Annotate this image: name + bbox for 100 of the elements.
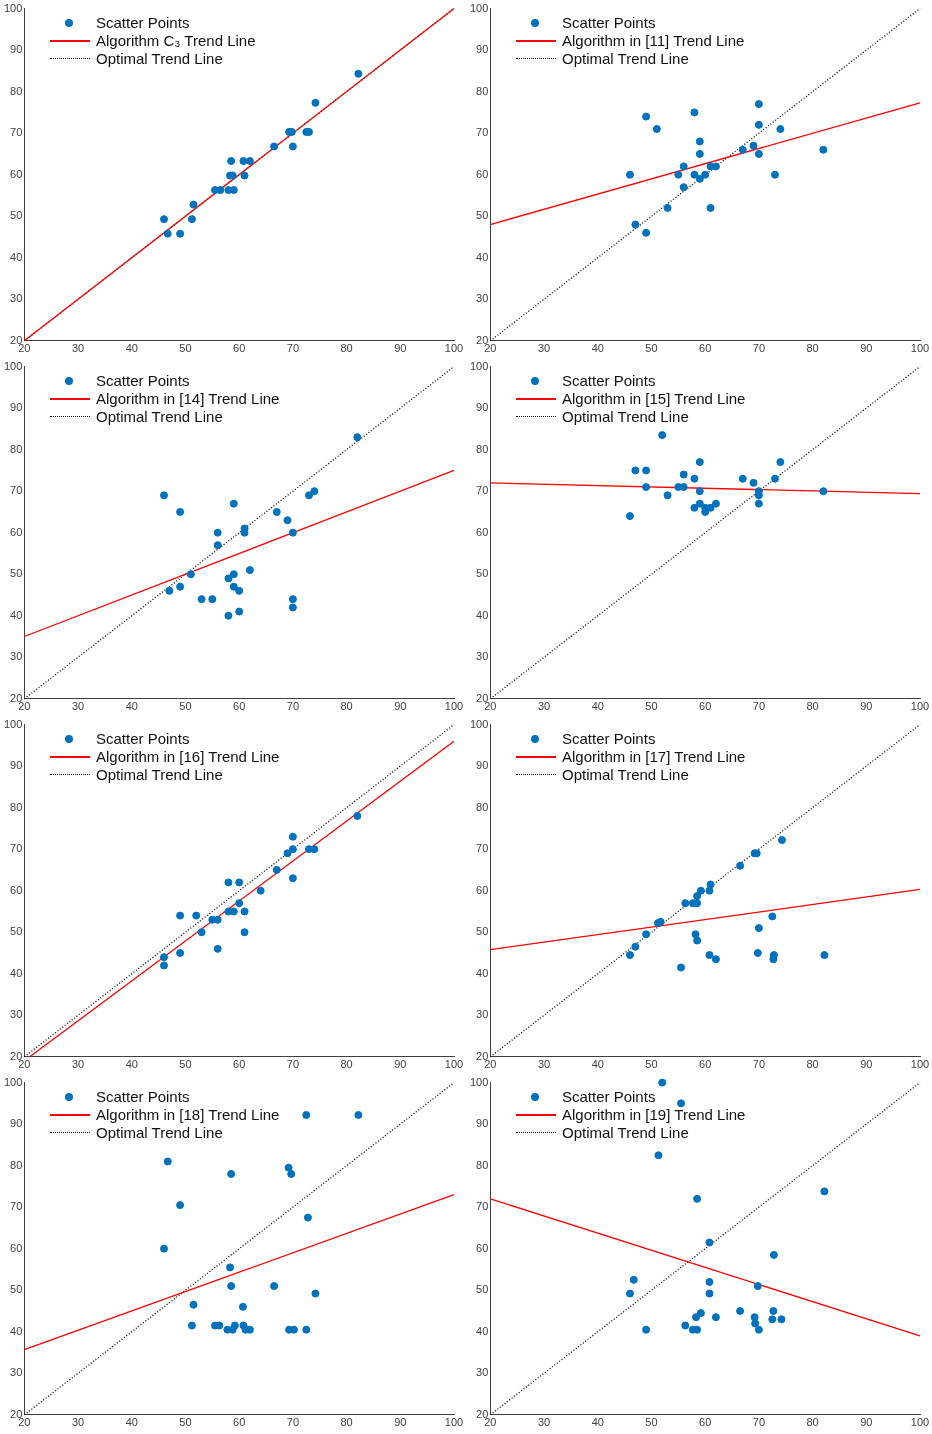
x-tick-label: 80 xyxy=(340,700,353,713)
y-tick-label: 60 xyxy=(10,883,23,896)
y-tick-label: 100 xyxy=(3,1075,23,1088)
x-tick-label: 60 xyxy=(233,342,246,355)
y-tick-label: 50 xyxy=(10,209,23,222)
y-tick-label: 60 xyxy=(476,883,489,896)
y-tick-label: 40 xyxy=(10,250,23,263)
y-tick-label: 90 xyxy=(476,1117,489,1130)
x-tick-label: 40 xyxy=(591,1416,604,1429)
y-tick-label: 90 xyxy=(476,401,489,414)
x-tick-label: 80 xyxy=(806,1058,819,1071)
legend-label: Algorithm in [17] Trend Line xyxy=(562,748,746,766)
y-tick-label: 40 xyxy=(10,966,23,979)
legend-label: Algorithm in [18] Trend Line xyxy=(96,1106,280,1124)
y-tick-label: 90 xyxy=(10,759,23,772)
x-tick-label: 40 xyxy=(125,342,138,355)
y-tick-label: 90 xyxy=(10,401,23,414)
legend-label: Optimal Trend Line xyxy=(562,766,689,784)
x-tick-label: 60 xyxy=(233,1058,246,1071)
y-tick-label: 30 xyxy=(10,1008,23,1021)
x-tick-label: 30 xyxy=(537,1058,551,1071)
legend-label: Algorithm in [11] Trend Line xyxy=(562,32,745,50)
x-tick-label: 90 xyxy=(860,1416,873,1429)
y-tick-label: 30 xyxy=(10,1366,23,1379)
y-tick-label: 70 xyxy=(476,842,489,855)
x-tick-label: 70 xyxy=(286,1416,300,1429)
x-tick-label: 70 xyxy=(286,342,300,355)
x-tick-label: 30 xyxy=(537,700,551,713)
legend-label: Algorithm C₃ Trend Line xyxy=(96,32,256,50)
y-tick-label: 80 xyxy=(10,800,23,813)
y-tick-label: 90 xyxy=(10,43,23,56)
x-tick-label: 80 xyxy=(340,1058,353,1071)
x-tick-label: 30 xyxy=(71,700,85,713)
x-tick-label: 30 xyxy=(71,1416,85,1429)
y-tick-label: 100 xyxy=(469,717,489,730)
y-tick-label: 50 xyxy=(10,567,23,580)
y-tick-label: 30 xyxy=(10,650,23,663)
legend-label: Optimal Trend Line xyxy=(96,50,223,68)
x-tick-label: 30 xyxy=(71,1058,85,1071)
x-tick-label: 60 xyxy=(699,1058,712,1071)
legend-label: Scatter Points xyxy=(562,730,656,748)
y-tick-label: 70 xyxy=(476,126,489,139)
y-tick-label: 80 xyxy=(10,442,23,455)
x-tick-label: 70 xyxy=(752,1416,766,1429)
x-tick-label: 60 xyxy=(699,1416,712,1429)
legend-label: Scatter Points xyxy=(562,1088,656,1106)
y-tick-label: 40 xyxy=(10,608,23,621)
y-tick-label: 80 xyxy=(476,1158,489,1171)
x-tick-label: 100 xyxy=(444,1416,464,1429)
x-tick-label: 30 xyxy=(537,1416,551,1429)
x-tick-label: 90 xyxy=(394,700,407,713)
x-tick-label: 100 xyxy=(444,700,464,713)
x-tick-label: 50 xyxy=(179,700,192,713)
x-tick-label: 40 xyxy=(591,700,604,713)
x-tick-label: 80 xyxy=(806,700,819,713)
x-tick-label: 60 xyxy=(699,342,712,355)
x-tick-label: 80 xyxy=(806,342,819,355)
y-tick-label: 50 xyxy=(476,209,489,222)
x-tick-label: 60 xyxy=(233,700,246,713)
y-tick-label: 80 xyxy=(476,84,489,97)
y-tick-label: 40 xyxy=(476,608,489,621)
x-tick-label: 40 xyxy=(125,1058,138,1071)
y-tick-label: 60 xyxy=(10,1241,23,1254)
x-tick-label: 80 xyxy=(806,1416,819,1429)
y-tick-label: 100 xyxy=(3,1,23,14)
legend-label: Optimal Trend Line xyxy=(562,408,689,426)
y-tick-label: 70 xyxy=(10,126,23,139)
y-tick-label: 40 xyxy=(476,250,489,263)
y-tick-label: 50 xyxy=(10,1283,23,1296)
x-tick-label: 90 xyxy=(860,700,873,713)
x-tick-label: 40 xyxy=(591,1058,604,1071)
x-tick-label: 90 xyxy=(394,1058,407,1071)
x-tick-label: 70 xyxy=(286,700,300,713)
legend-label: Optimal Trend Line xyxy=(96,408,223,426)
legend-label: Scatter Points xyxy=(562,14,656,32)
x-tick-label: 40 xyxy=(125,1416,138,1429)
y-tick-label: 100 xyxy=(469,359,489,372)
y-tick-label: 90 xyxy=(476,759,489,772)
y-tick-label: 80 xyxy=(10,84,23,97)
x-tick-label: 30 xyxy=(537,342,551,355)
y-tick-label: 100 xyxy=(469,1,489,14)
y-tick-label: 40 xyxy=(476,1324,489,1337)
y-tick-label: 30 xyxy=(476,1366,489,1379)
y-tick-label: 70 xyxy=(10,842,23,855)
x-tick-label: 60 xyxy=(699,700,712,713)
x-tick-label: 80 xyxy=(340,342,353,355)
x-tick-label: 70 xyxy=(286,1058,300,1071)
x-tick-label: 90 xyxy=(860,342,873,355)
x-tick-label: 90 xyxy=(394,342,407,355)
x-tick-label: 50 xyxy=(645,1058,658,1071)
y-tick-label: 100 xyxy=(469,1075,489,1088)
y-tick-label: 50 xyxy=(476,567,489,580)
legend-label: Scatter Points xyxy=(96,14,190,32)
y-tick-label: 60 xyxy=(476,1241,489,1254)
y-tick-label: 60 xyxy=(10,525,23,538)
y-tick-label: 40 xyxy=(10,1324,23,1337)
x-tick-label: 50 xyxy=(645,342,658,355)
legend-label: Algorithm in [15] Trend Line xyxy=(562,390,746,408)
y-tick-label: 50 xyxy=(476,1283,489,1296)
x-tick-label: 100 xyxy=(910,342,930,355)
